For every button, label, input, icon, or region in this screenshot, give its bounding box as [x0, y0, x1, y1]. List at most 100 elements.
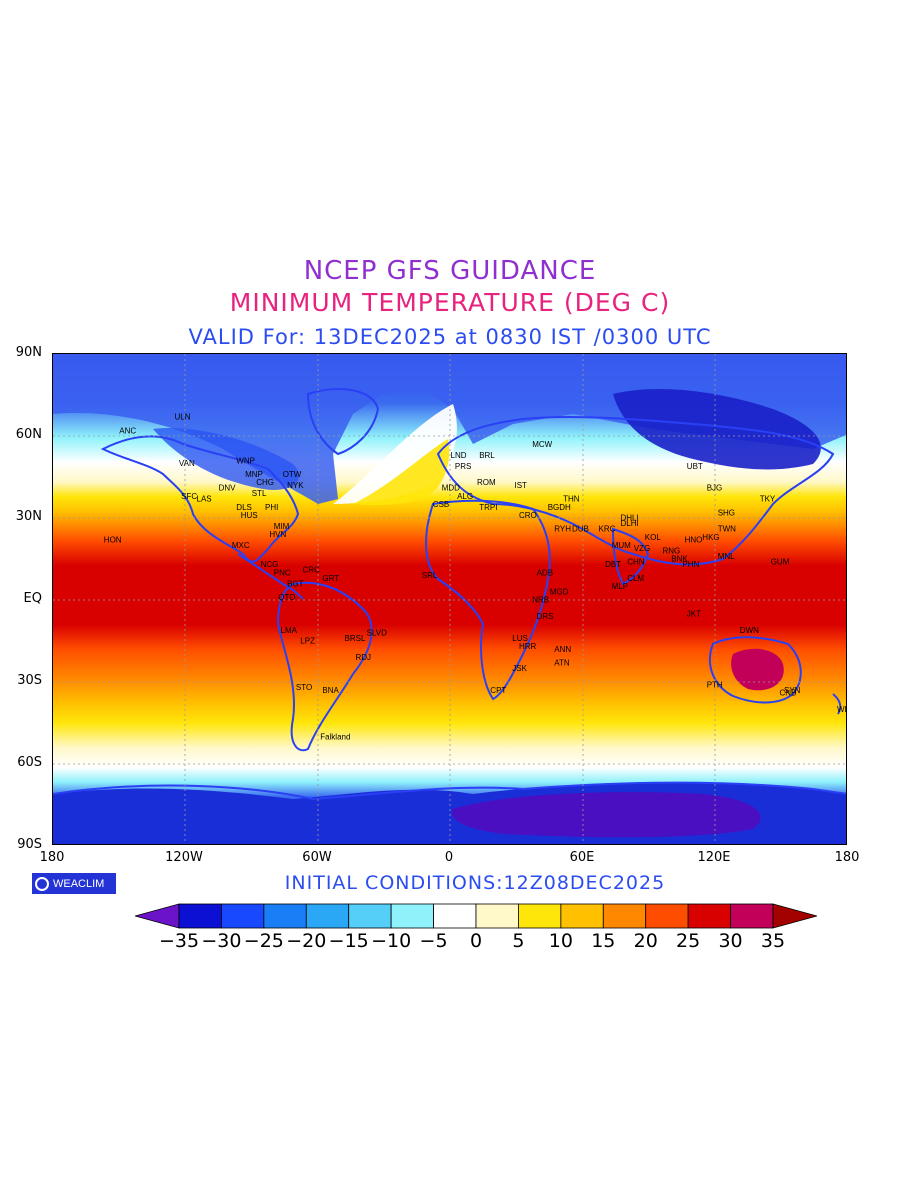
siberia-cold-core [613, 389, 821, 470]
city-label: PNC [274, 568, 291, 577]
lon-label-60w: 60W [302, 850, 332, 865]
colorbar-tick-label: −10 [371, 930, 412, 952]
city-label: SRL [422, 571, 438, 580]
city-label: CSB [433, 500, 449, 509]
city-label: MCW [532, 440, 552, 449]
colorbar-cell [602, 903, 647, 929]
city-label: ANC [119, 426, 136, 435]
city-label: UBT [687, 462, 703, 471]
colorbar-tick-label: −35 [158, 930, 200, 952]
colorbar-cell [348, 903, 392, 929]
city-label: LAS [197, 495, 212, 504]
city-label: TKY [760, 495, 776, 504]
colorbar-cell [687, 903, 731, 929]
city-label: LUS [512, 634, 528, 643]
city-label: DHLI [621, 514, 639, 523]
city-label: ALG [457, 492, 473, 501]
city-label: BGT [287, 579, 304, 588]
city-label: ROM [477, 478, 496, 487]
lat-label-30s: 30S [17, 673, 42, 688]
city-label: NCG [261, 560, 279, 569]
title-variable: MINIMUM TEMPERATURE (DEG C) [229, 288, 671, 317]
coastline-south-america [276, 581, 373, 752]
colorbar-min-arrow [135, 903, 180, 929]
city-label: BNA [322, 686, 339, 695]
temperature-map: ANC ULN VAN WNP MNP CHG OTW NYK SFC LAS DNV STL DLS H… [52, 353, 847, 845]
colorbar-tick-label: −30 [201, 930, 242, 952]
coastline-central-america [237, 553, 304, 600]
city-label: WLT [837, 705, 847, 714]
lon-label-120e: 120E [697, 850, 731, 865]
city-label: MDD [442, 484, 460, 493]
city-label: TWN [718, 525, 736, 534]
city-label: WNP [236, 456, 255, 465]
city-label: MNP [245, 470, 263, 479]
colorbar-tick-label: 5 [512, 930, 525, 952]
city-label: GRT [322, 574, 339, 583]
city-label: RYH [554, 525, 571, 534]
colorbar-tick-label: 10 [548, 930, 573, 952]
city-label: CHN [627, 558, 645, 567]
coastline-eurasia [436, 415, 835, 566]
city-label: PTH [707, 681, 723, 690]
city-label: VAN [179, 459, 195, 468]
lat-label-60s: 60S [17, 755, 42, 770]
coastlines [53, 388, 846, 801]
city-label: CLM [627, 574, 644, 583]
colorbar-cell [730, 903, 774, 929]
city-label: HNO [685, 536, 703, 545]
antarctic-cold-core [452, 792, 761, 838]
lat-label-90s: 90S [17, 837, 42, 852]
city-label: MUM [612, 541, 631, 550]
brand-badge: WEACLIM [32, 873, 116, 894]
city-label: TRPI [479, 503, 497, 512]
lat-label-30n: 30N [15, 509, 42, 524]
city-label: GUM [771, 558, 790, 567]
colorbar-cell [263, 903, 307, 929]
lon-label-180e: 180 [834, 850, 860, 865]
city-label: HVN [269, 530, 286, 539]
city-label: JKT [687, 609, 701, 618]
city-label: PHN [682, 560, 699, 569]
title-model: NCEP GFS GUIDANCE [303, 256, 597, 286]
colorbar-max-arrow [772, 903, 817, 929]
city-label: KRC [599, 525, 616, 534]
city-label: DLHI [621, 519, 639, 528]
city-label: STL [252, 489, 267, 498]
lon-label-0: 0 [444, 850, 454, 865]
city-label: DRS [537, 612, 554, 621]
brand-name: WEACLIM [53, 877, 105, 890]
lat-label-eq: EQ [23, 591, 42, 606]
city-label: MGD [550, 588, 569, 597]
colorbar-cell [305, 903, 350, 929]
city-label: ANN [554, 645, 571, 654]
city-label: BNK [671, 555, 688, 564]
colorbar-cell [178, 903, 222, 929]
city-label: RNG [663, 547, 681, 556]
city-label: BJG [707, 484, 723, 493]
colorbar-tick-label: 30 [718, 930, 743, 952]
coastline-antarctica [53, 781, 846, 801]
coastline-australia [708, 636, 802, 704]
city-label: LND [451, 451, 467, 460]
coastline-greenland [306, 388, 380, 456]
lon-label-60e: 60E [569, 850, 595, 865]
city-label: DNV [219, 484, 237, 493]
city-label: ATN [554, 659, 570, 668]
city-label: STO [296, 683, 312, 692]
city-label: JSK [512, 664, 527, 673]
city-label: DUB [572, 525, 589, 534]
city-label: DLS [236, 503, 252, 512]
colorbar-tick-label: 35 [760, 930, 786, 952]
colorbar-cell [560, 903, 604, 929]
city-label: LPZ [300, 637, 315, 646]
australia-hot-core [731, 648, 784, 691]
city-label: NYK [287, 481, 304, 490]
city-label: VZG [634, 544, 650, 553]
weaclim-logo-icon [35, 876, 49, 891]
city-label: PRS [455, 462, 471, 471]
colorbar-cell [645, 903, 689, 929]
city-label: ULN [175, 413, 191, 422]
colorbar-cell [390, 903, 434, 929]
